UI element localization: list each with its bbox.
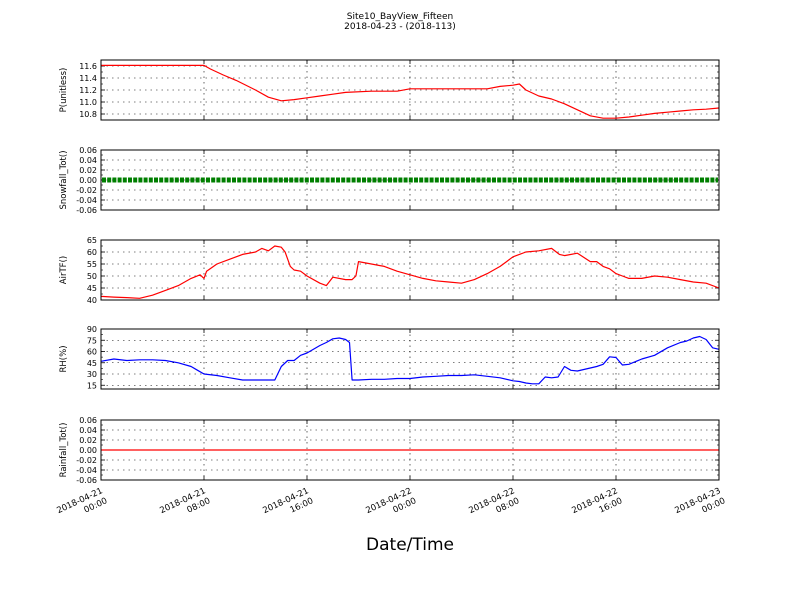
y-axis-label: Rainfall_Tot()	[59, 423, 69, 478]
chart-title: Site10_BayView_Fifteen	[347, 12, 453, 22]
y-tick-label: 0.02	[79, 436, 97, 445]
y-tick-label: 45	[87, 284, 97, 293]
y-tick-label: 15	[87, 381, 97, 390]
y-tick-label: 0.04	[79, 426, 97, 435]
y-tick-label: -0.02	[76, 456, 97, 465]
y-tick-label: -0.02	[76, 186, 97, 195]
y-axis-label: RH(%)	[59, 345, 69, 372]
x-axis-label: Date/Time	[366, 535, 454, 555]
y-tick-label: 90	[87, 325, 97, 334]
y-tick-label: -0.04	[76, 196, 97, 205]
series-line	[100, 245, 720, 299]
y-tick-label: -0.04	[76, 466, 97, 475]
y-tick-label: 0.06	[79, 146, 97, 155]
panel-4: 90 75 60 45 30 15 RH(%)	[59, 325, 720, 390]
y-axis-label: Snowfall_Tot()	[59, 150, 69, 209]
chart-subtitle: 2018-04-23 - (2018-113)	[344, 22, 456, 32]
y-axis-label: AirTF()	[59, 256, 69, 284]
y-tick-label: 45	[87, 359, 97, 368]
y-tick-label: 0.02	[79, 166, 97, 175]
y-tick-label: -0.06	[76, 206, 97, 215]
y-tick-label: 50	[87, 272, 97, 281]
y-tick-label: -0.06	[76, 476, 97, 485]
y-tick-label: 55	[87, 260, 97, 269]
y-tick-label: 60	[87, 348, 97, 357]
panel-2: 0.060.040.020.00-0.02-0.04-0.06 Snowfall_…	[59, 146, 720, 215]
panels: 11.611.411.211.010.8P(unitless)0.060.040…	[59, 59, 720, 485]
y-tick-label: 11.2	[79, 86, 97, 95]
y-tick-label: 10.8	[79, 110, 97, 119]
plot-frame	[100, 149, 720, 211]
y-tick-label: 75	[87, 336, 97, 345]
plot-frame	[100, 239, 720, 301]
y-tick-label: 11.4	[79, 74, 97, 83]
y-axis-label: P(unitless)	[59, 68, 69, 113]
series-line	[101, 64, 720, 119]
y-tick-label: 11.0	[79, 98, 97, 107]
series-line	[100, 335, 720, 385]
panel-1: 11.6 11.4 11.2 11.0 10.8 P(unitless)	[59, 59, 720, 121]
y-tick-label: 30	[87, 370, 97, 379]
y-tick-label: 0.00	[79, 446, 97, 455]
y-tick-label: 0.04	[79, 156, 97, 165]
y-tick-label: 0.00	[79, 176, 97, 185]
plot-frame	[100, 59, 720, 121]
plot-frame	[100, 419, 720, 481]
y-tick-label: 60	[87, 248, 97, 257]
panel-3: 65 60 55 50 45 40 AirTF()	[59, 236, 720, 305]
y-tick-label: 40	[87, 296, 97, 305]
y-tick-label: 65	[87, 236, 97, 245]
y-tick-label: 0.06	[79, 416, 97, 425]
y-tick-label: 11.6	[79, 62, 97, 71]
panel-5: 0.060.040.020.00-0.02-0.04-0.06 Rainfall_…	[59, 416, 720, 485]
plot-frame	[100, 328, 720, 390]
